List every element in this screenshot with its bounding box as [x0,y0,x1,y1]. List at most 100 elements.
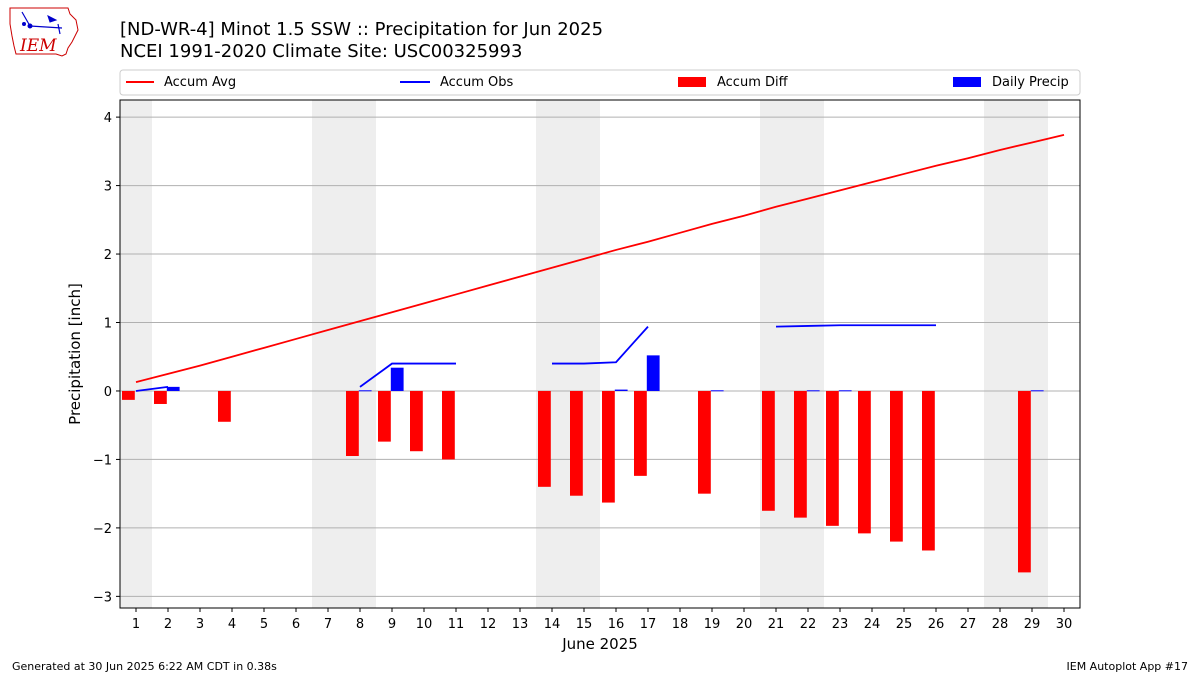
bar-accum-diff-21 [762,390,775,511]
x-tick-label-20: 20 [736,617,753,632]
y-axis-label: Precipitation [inch] [66,283,84,425]
bar-daily-precip-22 [806,390,820,392]
chart-subtitle: NCEI 1991-2020 Climate Site: USC00325993 [120,41,522,62]
weekend-band-1 [120,100,152,608]
bar-daily-precip-8 [358,390,372,392]
footer-app: IEM Autoplot App #17 [1067,660,1189,673]
legend-item-accum-diff: Accum Diff [678,75,789,90]
x-tick-label-6: 6 [292,617,300,632]
weekend-band-22 [792,100,824,608]
y-tick-label-3: 1 [104,317,112,332]
bar-accum-diff-24 [858,390,871,534]
legend-swatch-accum-diff [678,77,706,87]
y-tick-label-6: −2 [93,522,112,537]
bar-accum-diff-16 [602,390,615,503]
x-tick-label-13: 13 [512,617,529,632]
bar-accum-diff-23 [826,390,839,526]
x-tick-label-8: 8 [356,617,364,632]
weekend-band-21 [760,100,792,608]
y-tick-label-7: −3 [93,590,112,605]
bar-daily-precip-17 [646,355,660,391]
x-tick-label-3: 3 [196,617,204,632]
bar-marks [122,355,1044,573]
weekend-bands [120,100,1048,608]
x-tick-label-25: 25 [896,617,913,632]
legend-label-accum-obs: Accum Obs [440,75,513,90]
bar-accum-diff-10 [410,390,423,452]
bar-daily-precip-2 [166,386,180,391]
bar-accum-diff-4 [218,390,231,422]
y-tick-label-2: 2 [104,248,112,263]
legend-label-accum-avg: Accum Avg [164,75,236,90]
legend-label-accum-diff: Accum Diff [717,75,789,90]
x-tick-label-12: 12 [480,617,497,632]
footer-generated: Generated at 30 Jun 2025 6:22 AM CDT in … [12,660,277,673]
x-tick-label-15: 15 [576,617,593,632]
x-tick-label-14: 14 [544,617,561,632]
bar-accum-diff-8 [346,390,359,457]
line-marks [135,134,1065,392]
line-accum-obs-segment-2 [552,326,649,365]
line-accum-obs-segment-1 [359,362,456,388]
weekend-band-15 [568,100,600,608]
legend-label-daily-precip: Daily Precip [992,75,1069,90]
bar-accum-diff-19 [698,390,711,494]
x-tick-label-17: 17 [640,617,657,632]
bar-daily-precip-16 [614,389,628,391]
weekend-band-14 [536,100,568,608]
bar-accum-diff-11 [442,390,455,460]
x-tick-label-7: 7 [324,617,332,632]
x-tick-label-10: 10 [416,617,433,632]
x-tick-label-11: 11 [448,617,465,632]
iem-logo[interactable]: IEM [9,7,79,57]
legend-item-daily-precip: Daily Precip [953,75,1069,90]
bar-daily-precip-23 [838,390,852,392]
x-tick-label-4: 4 [228,617,236,632]
x-axis-ticks: 1 2 3 4 5 6 7 8 9 10 11 12 13 14 15 16 17 18 19 20 21 22 23 24 2… [132,608,1072,632]
bar-accum-diff-25 [890,390,903,542]
x-tick-label-18: 18 [672,617,689,632]
x-tick-label-19: 19 [704,617,721,632]
bar-accum-diff-17 [634,390,647,476]
bar-accum-diff-9 [378,390,391,442]
bar-accum-diff-22 [794,390,807,518]
x-axis-label: June 2025 [561,635,638,653]
x-tick-label-23: 23 [832,617,849,632]
x-tick-label-9: 9 [388,617,396,632]
bar-accum-diff-15 [570,390,583,496]
x-tick-label-27: 27 [960,617,977,632]
legend-swatch-daily-precip [953,77,981,87]
x-tick-label-26: 26 [928,617,945,632]
line-accum-avg-segment-0 [135,134,1065,383]
y-axis-ticks: 4 3 2 1 0 −1 −2 −3 [93,111,120,605]
chart-title: [ND-WR-4] Minot 1.5 SSW :: Precipitation… [120,19,603,40]
weather-station-icon [21,11,63,35]
x-tick-label-29: 29 [1024,617,1041,632]
plot-frame [119,99,1081,609]
line-accum-obs-segment-3 [775,324,936,328]
y-tick-label-0: 4 [104,111,112,126]
x-tick-label-22: 22 [800,617,817,632]
bar-accum-diff-1 [122,390,135,400]
x-tick-label-24: 24 [864,617,881,632]
x-tick-label-30: 30 [1056,617,1073,632]
bar-accum-diff-14 [538,390,551,487]
bar-daily-precip-19 [710,390,724,392]
x-tick-label-5: 5 [260,617,268,632]
bar-accum-diff-2 [154,390,167,404]
x-tick-label-21: 21 [768,617,785,632]
plot-area: 1 2 3 4 5 6 7 8 9 10 11 12 13 14 15 16 17 18 19 20 21 22 23 24 2… [93,99,1081,632]
legend-item-accum-obs: Accum Obs [400,75,513,90]
y-tick-label-4: 0 [104,385,112,400]
bar-accum-diff-26 [922,390,935,551]
y-tick-label-5: −1 [93,453,112,468]
weekend-band-8 [344,100,376,608]
weekend-band-28 [984,100,1016,608]
x-tick-label-16: 16 [608,617,625,632]
logo-text: IEM [19,36,57,56]
weekend-band-7 [312,100,344,608]
bar-daily-precip-9 [390,367,404,391]
x-tick-label-28: 28 [992,617,1009,632]
legend-frame [119,69,1081,96]
